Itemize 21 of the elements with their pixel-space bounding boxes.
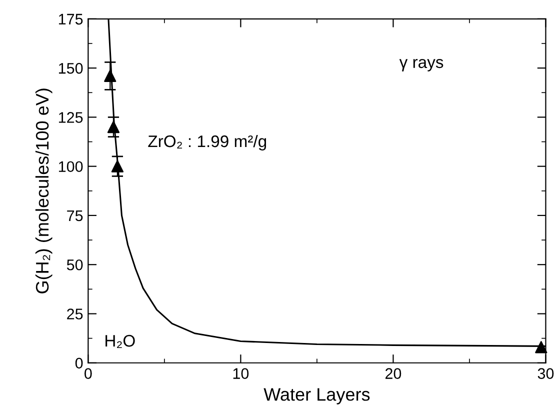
annotation: γ rays bbox=[399, 58, 444, 72]
y-tick-label: 150 bbox=[58, 62, 83, 74]
x-tick-label: 10 bbox=[233, 368, 249, 379]
y-tick-label: 0 bbox=[75, 358, 83, 369]
y-tick-label: 75 bbox=[67, 210, 83, 222]
x-tick-label: 20 bbox=[385, 368, 402, 379]
y-axis-title: G(H₂) (molecules/100 eV) bbox=[35, 88, 52, 294]
annotation: H₂O bbox=[106, 334, 135, 348]
x-tick-label: 0 bbox=[84, 368, 92, 379]
y-tick-label: 100 bbox=[58, 161, 83, 172]
point bbox=[111, 160, 124, 172]
x-tick-label: 30 bbox=[538, 368, 554, 379]
annotation: ZrO₂ : 1.99 m²/g bbox=[148, 134, 266, 150]
point bbox=[535, 341, 548, 354]
x-axis-title: Water Layers bbox=[264, 388, 370, 404]
point bbox=[104, 70, 116, 82]
y-tick-label: 25 bbox=[67, 308, 83, 320]
y-tick-label: 50 bbox=[66, 259, 83, 270]
y-tick-label: 125 bbox=[58, 112, 83, 123]
y-tick-label: 175 bbox=[58, 14, 83, 25]
point bbox=[107, 120, 120, 134]
